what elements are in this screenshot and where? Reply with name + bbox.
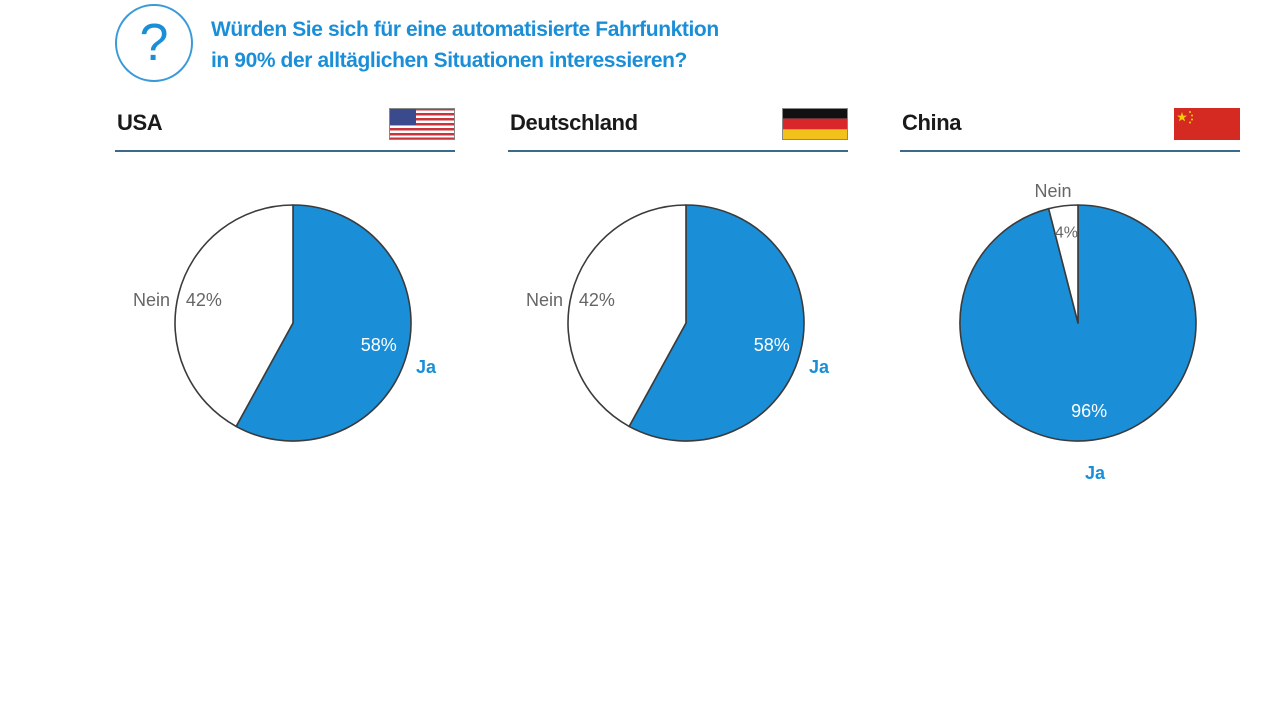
pie-chart: 58% Ja 42% Nein bbox=[133, 204, 437, 442]
question-mark-icon: ? bbox=[115, 4, 193, 82]
slice-category-label: Ja bbox=[1085, 463, 1106, 483]
pie-chart: 58% Ja 42% Nein bbox=[526, 204, 830, 442]
slice-value-label: 58% bbox=[754, 335, 790, 355]
pie-slice-nein bbox=[174, 204, 294, 428]
country-title: China bbox=[902, 110, 962, 135]
slice-value-label: 58% bbox=[361, 335, 397, 355]
pie-slice-ja bbox=[628, 204, 805, 442]
country-title: Deutschland bbox=[510, 110, 638, 135]
panel-header: China bbox=[900, 100, 1240, 152]
slice-category-label: Nein bbox=[133, 290, 170, 310]
pie-chart: 96% Ja 4% Nein bbox=[959, 181, 1197, 483]
pie-slice-nein bbox=[1047, 204, 1079, 324]
slice-value-label: 42% bbox=[579, 290, 615, 310]
us-flag-icon bbox=[389, 108, 455, 140]
china-flag-icon bbox=[1174, 108, 1240, 140]
slice-category-label: Ja bbox=[809, 357, 830, 377]
panel-header: Deutschland bbox=[508, 100, 848, 152]
pie-slice-ja bbox=[235, 204, 412, 442]
chart-panel-usa: USA 58% Ja 42% Nein bbox=[115, 100, 455, 500]
survey-question: Würden Sie sich für eine automatisierte … bbox=[211, 14, 851, 76]
pie-slice-nein bbox=[567, 204, 687, 428]
chart-panel-china: China 96% Ja 4% Nein bbox=[900, 100, 1240, 500]
slice-value-label: 96% bbox=[1071, 401, 1107, 421]
slice-value-label: 4% bbox=[1055, 225, 1078, 242]
country-title: USA bbox=[117, 110, 163, 135]
panel-header: USA bbox=[115, 100, 455, 152]
slice-category-label: Nein bbox=[526, 290, 563, 310]
question-line-1: Würden Sie sich für eine automatisierte … bbox=[211, 18, 719, 41]
slice-category-label: Ja bbox=[416, 357, 437, 377]
question-line-2: in 90% der alltäglichen Situationen inte… bbox=[211, 49, 687, 72]
slice-value-label: 42% bbox=[186, 290, 222, 310]
germany-flag-icon bbox=[782, 108, 848, 140]
chart-panel-deutschland: Deutschland 58% Ja 42% Nein bbox=[508, 100, 848, 500]
slice-category-label: Nein bbox=[1034, 181, 1071, 201]
